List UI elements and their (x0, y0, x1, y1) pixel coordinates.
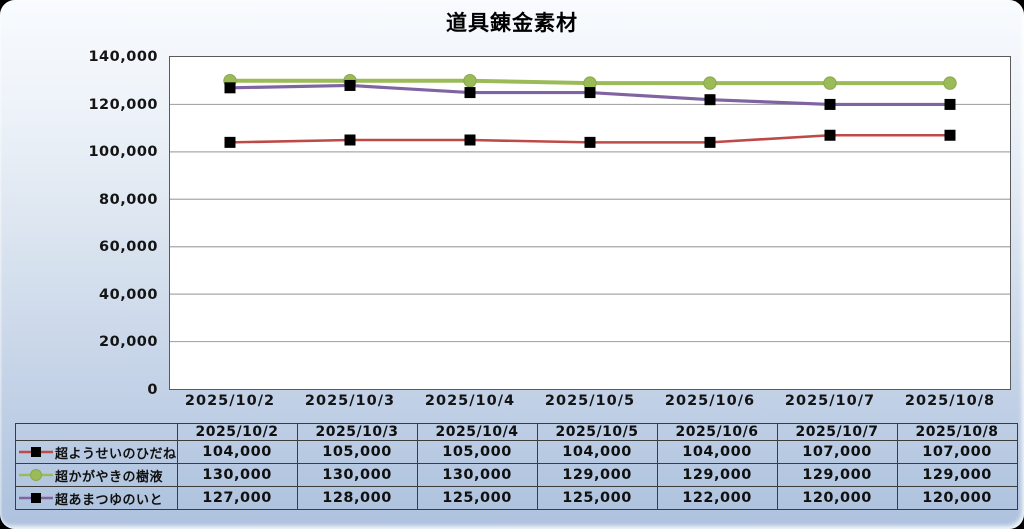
table-header-cell: 2025/10/2 (176, 423, 298, 441)
legend-marker (31, 493, 41, 503)
y-axis-tick-label: 20,000 (99, 334, 158, 350)
table-cell: 105,000 (416, 440, 538, 464)
series-name-label: 超かがやきの樹液 (55, 469, 164, 485)
legend-marker (31, 447, 41, 457)
data-point-square (704, 136, 716, 148)
table-row: 超かがやきの樹液 130,000 130,000 130,000 129,000… (15, 463, 1018, 487)
x-axis: 2025/10/2 2025/10/3 2025/10/4 2025/10/5 … (170, 393, 1010, 415)
y-axis-tick-label: 0 (147, 382, 158, 398)
table-row: 超ようせいのひだね 104,000 105,000 105,000 104,00… (15, 440, 1018, 464)
table-cell: 129,000 (776, 463, 898, 487)
table-cell: 129,000 (656, 463, 778, 487)
plot-area (169, 56, 1011, 390)
data-point-square (224, 82, 236, 94)
table-cell: 104,000 (536, 440, 658, 464)
price-table: 2025/10/2 2025/10/3 2025/10/4 2025/10/5 … (15, 423, 1018, 510)
legend-cell: 超ようせいのひだね (15, 440, 178, 464)
data-point-square (584, 136, 596, 148)
table-cell: 104,000 (176, 440, 298, 464)
table-cell: 128,000 (296, 486, 418, 510)
legend-line-circle-icon (19, 469, 53, 481)
table-header-cell: 2025/10/4 (416, 423, 538, 441)
table-cell: 130,000 (416, 463, 538, 487)
data-point-square (464, 87, 476, 99)
legend-cell: 超かがやきの樹液 (15, 463, 178, 487)
table-cell: 105,000 (296, 440, 418, 464)
table-cell: 107,000 (776, 440, 898, 464)
data-point-square (344, 134, 356, 146)
table-cell: 122,000 (656, 486, 778, 510)
data-point-square (584, 87, 596, 99)
table-corner-cell (15, 423, 178, 441)
table-cell: 107,000 (896, 440, 1018, 464)
data-point-square (224, 136, 236, 148)
x-axis-tick-label: 2025/10/8 (904, 393, 996, 409)
table-header-cell: 2025/10/3 (296, 423, 418, 441)
table-header-cell: 2025/10/8 (896, 423, 1018, 441)
data-point-square (704, 94, 716, 106)
table-row: 超あまつゆのいと 127,000 128,000 125,000 125,000… (15, 486, 1018, 510)
data-point-square (944, 129, 956, 141)
data-point-circle (823, 76, 837, 90)
table-cell: 130,000 (176, 463, 298, 487)
table-header-row: 2025/10/2 2025/10/3 2025/10/4 2025/10/5 … (15, 423, 1018, 441)
plot-background (169, 56, 1011, 390)
data-point-square (464, 134, 476, 146)
table-cell: 127,000 (176, 486, 298, 510)
x-axis-tick-label: 2025/10/2 (184, 393, 276, 409)
table-cell: 104,000 (656, 440, 778, 464)
legend-line-square-icon (19, 447, 53, 457)
y-axis-tick-label: 120,000 (88, 97, 158, 113)
y-axis-tick-label: 60,000 (99, 239, 158, 255)
series-name-label: 超ようせいのひだね (55, 446, 177, 462)
x-axis-tick-label: 2025/10/5 (544, 393, 636, 409)
data-point-square (944, 98, 956, 110)
x-axis-tick-label: 2025/10/4 (424, 393, 516, 409)
table-cell: 129,000 (896, 463, 1018, 487)
table-cell: 125,000 (536, 486, 658, 510)
table-header-cell: 2025/10/6 (656, 423, 778, 441)
data-point-circle (463, 74, 477, 88)
legend-marker (30, 469, 42, 481)
chart-title: 道具錬金素材 (446, 11, 578, 35)
table-header-cell: 2025/10/5 (536, 423, 658, 441)
table-cell: 129,000 (536, 463, 658, 487)
data-point-square (824, 98, 836, 110)
table-cell: 120,000 (896, 486, 1018, 510)
table-header-cell: 2025/10/7 (776, 423, 898, 441)
y-axis-tick-label: 40,000 (99, 287, 158, 303)
table-cell: 125,000 (416, 486, 538, 510)
data-point-circle (703, 76, 717, 90)
y-axis-tick-label: 80,000 (99, 192, 158, 208)
table-cell: 130,000 (296, 463, 418, 487)
series-name-label: 超あまつゆのいと (55, 492, 164, 508)
data-point-circle (943, 76, 957, 90)
data-point-square (344, 79, 356, 91)
data-point-square (824, 129, 836, 141)
y-axis-tick-label: 140,000 (88, 49, 158, 65)
y-axis-tick-label: 100,000 (88, 144, 158, 160)
x-axis-tick-label: 2025/10/7 (784, 393, 876, 409)
legend-line-square-icon (19, 493, 53, 503)
x-axis-tick-label: 2025/10/3 (304, 393, 396, 409)
x-axis-tick-label: 2025/10/6 (664, 393, 756, 409)
table-cell: 120,000 (776, 486, 898, 510)
legend-cell: 超あまつゆのいと (15, 486, 178, 510)
